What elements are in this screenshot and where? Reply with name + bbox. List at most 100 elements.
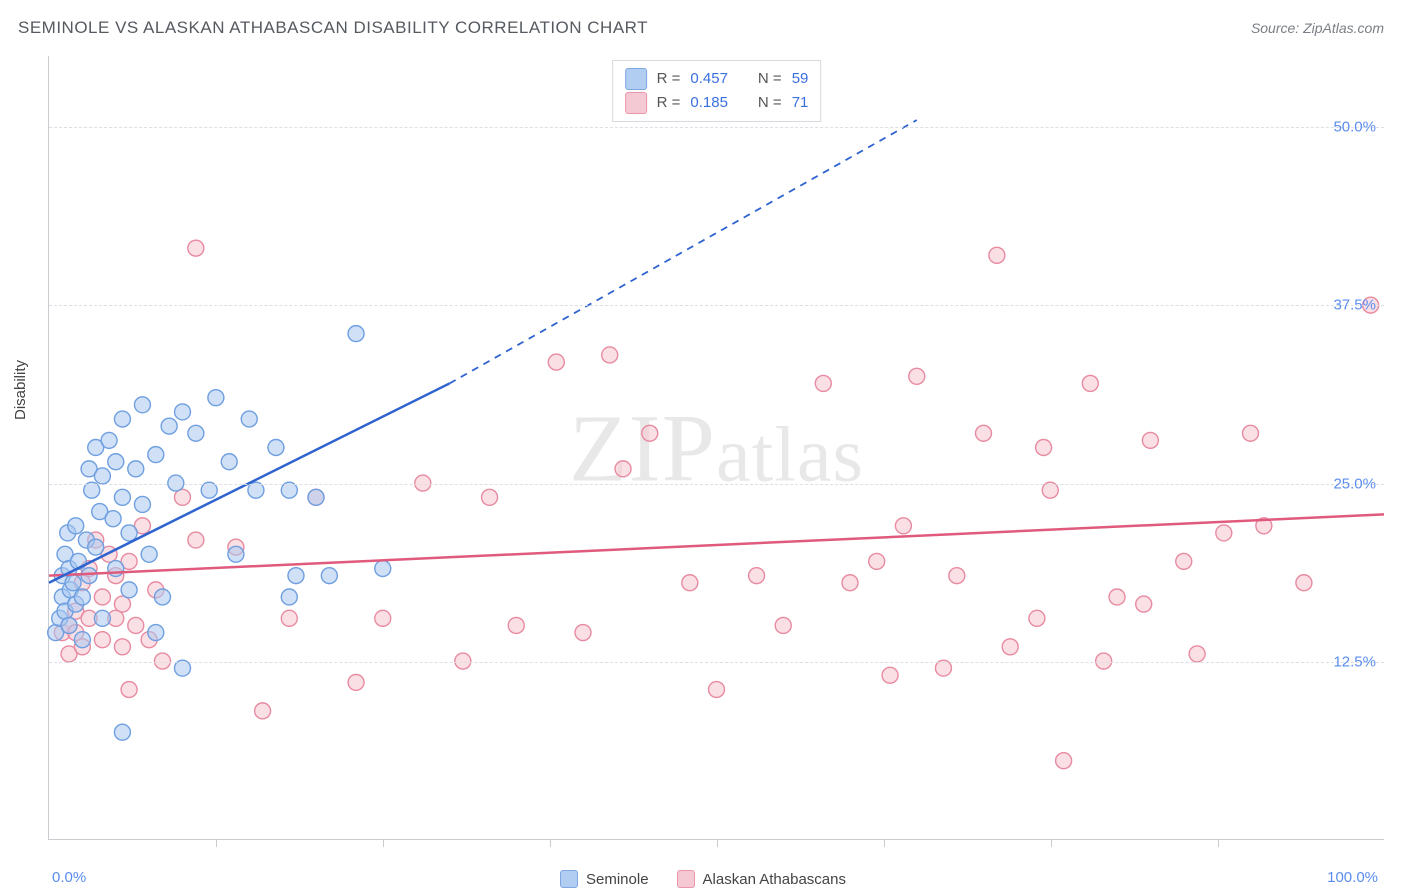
bottom-legend: Seminole Alaskan Athabascans <box>560 870 846 888</box>
athabascan-point <box>255 703 271 719</box>
legend-item-athabascan: Alaskan Athabascans <box>677 870 846 888</box>
seminole-point <box>208 390 224 406</box>
athabascan-point <box>1296 575 1312 591</box>
athabascan-point <box>508 617 524 633</box>
x-tick <box>216 839 217 847</box>
seminole-point <box>148 447 164 463</box>
athabascan-point <box>602 347 618 363</box>
legend-item-seminole: Seminole <box>560 870 649 888</box>
scatter-svg <box>49 56 1384 839</box>
y-axis-label: Disability <box>12 360 29 420</box>
seminole-point <box>134 397 150 413</box>
athabascan-point <box>976 425 992 441</box>
athabascan-point <box>882 667 898 683</box>
stat-r-value: 0.457 <box>690 67 728 91</box>
legend-label: Seminole <box>586 871 649 888</box>
athabascan-point <box>188 240 204 256</box>
stat-row-athabascan: R =0.185N =71 <box>625 91 809 115</box>
seminole-point <box>348 326 364 342</box>
seminole-point <box>88 539 104 555</box>
athabascan-point <box>548 354 564 370</box>
seminole-point <box>108 561 124 577</box>
athabascan-point <box>1036 440 1052 456</box>
athabascan-point <box>1136 596 1152 612</box>
legend-label: Alaskan Athabascans <box>703 871 846 888</box>
seminole-point <box>141 546 157 562</box>
gridline <box>49 305 1384 306</box>
seminole-point <box>65 575 81 591</box>
athabascan-point <box>348 674 364 690</box>
seminole-point <box>281 589 297 605</box>
athabascan-point <box>775 617 791 633</box>
seminole-point <box>74 589 90 605</box>
seminole-point <box>241 411 257 427</box>
athabascan-point <box>188 532 204 548</box>
stat-n-label: N = <box>758 91 782 115</box>
y-grid-label: 12.5% <box>1333 653 1376 670</box>
seminole-trend-extension <box>450 120 917 383</box>
x-tick <box>1218 839 1219 847</box>
x-axis-min-label: 0.0% <box>52 869 86 886</box>
header-row: SEMINOLE VS ALASKAN ATHABASCAN DISABILIT… <box>18 18 1384 38</box>
gridline <box>49 662 1384 663</box>
seminole-point <box>161 418 177 434</box>
stat-swatch <box>625 92 647 114</box>
seminole-point <box>94 610 110 626</box>
athabascan-point <box>1056 753 1072 769</box>
athabascan-point <box>1029 610 1045 626</box>
athabascan-point <box>1002 639 1018 655</box>
plot-area: ZIPatlas R =0.457N =59R =0.185N =71 12.5… <box>48 56 1384 840</box>
stat-n-value: 59 <box>792 67 809 91</box>
seminole-point <box>375 561 391 577</box>
athabascan-point <box>1189 646 1205 662</box>
athabascan-point <box>749 568 765 584</box>
legend-swatch <box>677 870 695 888</box>
athabascan-point <box>989 247 1005 263</box>
seminole-point <box>288 568 304 584</box>
athabascan-point <box>895 518 911 534</box>
athabascan-point <box>1142 432 1158 448</box>
athabascan-point <box>682 575 698 591</box>
athabascan-point <box>1176 553 1192 569</box>
seminole-point <box>94 468 110 484</box>
athabascan-point <box>281 610 297 626</box>
seminole-point <box>68 518 84 534</box>
athabascan-point <box>94 632 110 648</box>
seminole-point <box>121 525 137 541</box>
y-grid-label: 25.0% <box>1333 475 1376 492</box>
athabascan-point <box>94 589 110 605</box>
x-tick <box>550 839 551 847</box>
athabascan-point <box>128 617 144 633</box>
gridline <box>49 127 1384 128</box>
seminole-point <box>114 411 130 427</box>
stat-swatch <box>625 68 647 90</box>
chart-title: SEMINOLE VS ALASKAN ATHABASCAN DISABILIT… <box>18 18 648 38</box>
y-grid-label: 37.5% <box>1333 297 1376 314</box>
athabascan-point <box>642 425 658 441</box>
x-tick <box>383 839 384 847</box>
stat-n-label: N = <box>758 67 782 91</box>
stat-row-seminole: R =0.457N =59 <box>625 67 809 91</box>
athabascan-point <box>949 568 965 584</box>
x-axis-max-label: 100.0% <box>1327 869 1378 886</box>
y-grid-label: 50.0% <box>1333 119 1376 136</box>
seminole-point <box>221 454 237 470</box>
legend-swatch <box>560 870 578 888</box>
seminole-point <box>105 511 121 527</box>
seminole-point <box>61 617 77 633</box>
seminole-point <box>74 632 90 648</box>
athabascan-point <box>121 682 137 698</box>
athabascan-point <box>615 461 631 477</box>
stat-r-label: R = <box>657 91 681 115</box>
athabascan-point <box>1216 525 1232 541</box>
seminole-point <box>121 582 137 598</box>
athabascan-point <box>114 596 130 612</box>
seminole-point <box>81 568 97 584</box>
seminole-point <box>148 625 164 641</box>
athabascan-point <box>909 368 925 384</box>
seminole-point <box>101 432 117 448</box>
seminole-point <box>308 489 324 505</box>
athabascan-point <box>842 575 858 591</box>
seminole-point <box>321 568 337 584</box>
x-tick <box>717 839 718 847</box>
